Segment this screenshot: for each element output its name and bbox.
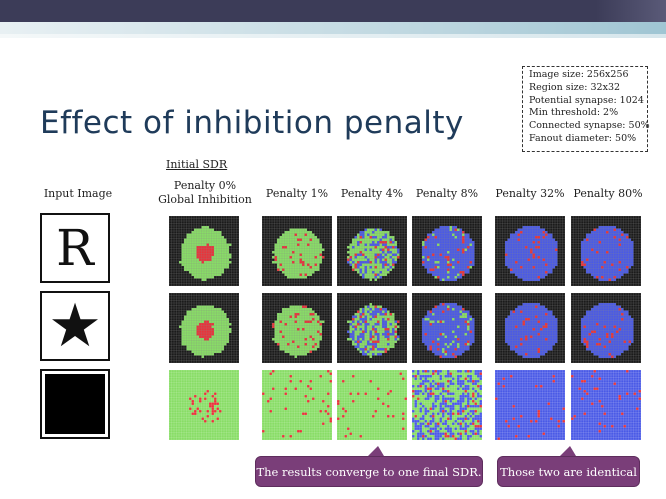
- header-penalty-0: Penalty 0% Global Inhibition: [155, 179, 255, 207]
- header-input-image: Input Image: [43, 187, 113, 200]
- callout-identical-pointer: [560, 446, 576, 456]
- sdr-grid-r2-c4: [412, 293, 482, 363]
- header-penalty-80: Penalty 80%: [573, 187, 643, 200]
- sdr-grid-r1-c3: [337, 216, 407, 286]
- header-penalty-32: Penalty 32%: [495, 187, 565, 200]
- param-image-size: Image size: 256x256: [529, 69, 629, 80]
- sdr-grid-r1-c2: [262, 216, 332, 286]
- param-min-threshold: Min threshold: 2%: [529, 107, 619, 119]
- top-bar: [0, 0, 666, 22]
- sdr-grid-r2-c2: [262, 293, 332, 363]
- sdr-grid-r2-c5: [495, 293, 565, 363]
- input-image-r: R: [40, 213, 110, 283]
- top-bar-accent: [596, 0, 666, 22]
- sdr-grid-r1-c1: [169, 216, 239, 286]
- star-icon: ★: [48, 291, 102, 361]
- header-penalty-1: Penalty 1%: [265, 187, 329, 200]
- letter-r: R: [56, 219, 94, 277]
- sdr-grid-r1-c4: [412, 216, 482, 286]
- param-connected-synapse: Connected synapse: 50%: [529, 120, 650, 132]
- sdr-grid-r1-c6: [571, 216, 641, 286]
- sdr-grid-r1-c5: [495, 216, 565, 286]
- input-image-star: ★: [40, 291, 110, 361]
- callout-identical: Those two are identical: [497, 456, 640, 487]
- header-band-thin: [0, 34, 666, 38]
- callout-converge: The results converge to one final SDR.: [255, 456, 483, 487]
- sdr-grid-r3-c5: [495, 370, 565, 440]
- sdr-grid-r3-c6: [571, 370, 641, 440]
- initial-sdr-label: Initial SDR: [166, 158, 228, 171]
- sdr-grid-r2-c6: [571, 293, 641, 363]
- sdr-grid-r3-c4: [412, 370, 482, 440]
- input-image-black: [40, 369, 110, 439]
- sdr-grid-r3-c3: [337, 370, 407, 440]
- sdr-grid-r3-c2: [262, 370, 332, 440]
- header-penalty-0-line1: Penalty 0%: [173, 179, 237, 192]
- sdr-grid-r3-c1: [169, 370, 239, 440]
- param-potential-synapse: Potential synapse: 1024: [529, 94, 644, 106]
- header-penalty-0-line2: Global Inhibition: [158, 193, 252, 206]
- parameters-box: Image size: 256x256 Region size: 32x32 P…: [522, 66, 650, 152]
- param-fanout-diameter: Fanout diameter: 50%: [529, 132, 637, 144]
- sdr-grid-r2-c1: [169, 293, 239, 363]
- param-region-size: Region size: 32x32: [529, 81, 621, 93]
- header-band: [0, 22, 666, 34]
- header-penalty-8: Penalty 8%: [415, 187, 479, 200]
- header-penalty-4: Penalty 4%: [340, 187, 404, 200]
- callout-converge-pointer: [368, 446, 384, 456]
- sdr-grid-r2-c3: [337, 293, 407, 363]
- slide-title: Effect of inhibition penalty: [40, 105, 464, 141]
- black-square: [45, 374, 105, 434]
